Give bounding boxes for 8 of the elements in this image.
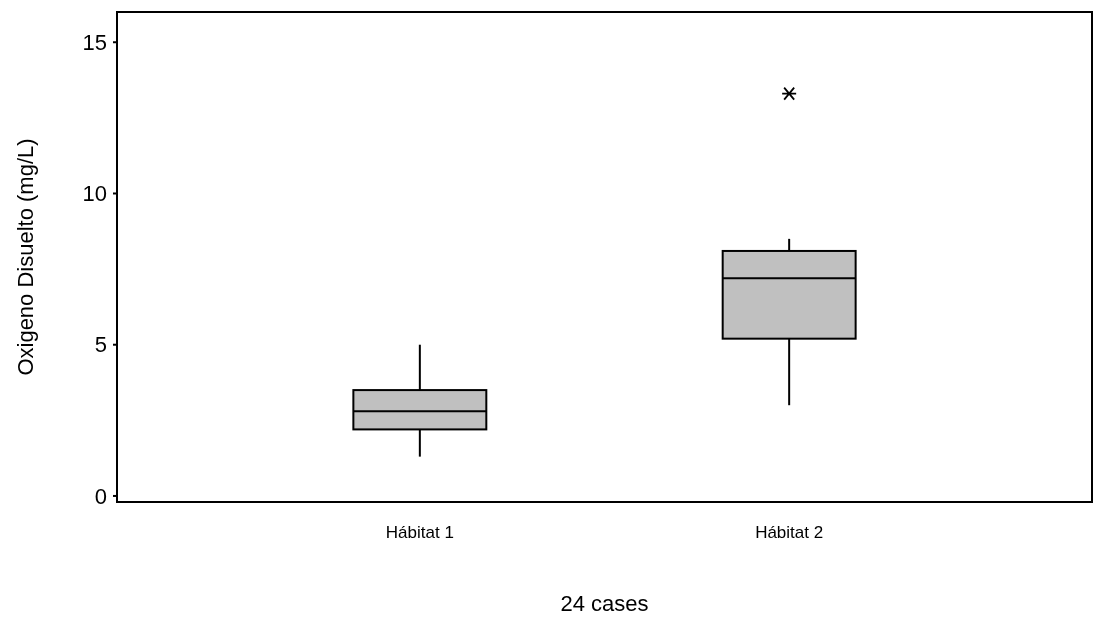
x-tick-label: Hábitat 1 <box>385 522 454 542</box>
y-axis-title: Oxigeno Disuelto (mg/L) <box>12 138 38 376</box>
y-tick-label: 5 <box>94 332 107 358</box>
y-tick-label: 10 <box>82 181 107 207</box>
x-tick-label: Hábitat 2 <box>755 522 824 542</box>
x-axis-title: 24 cases <box>560 590 649 616</box>
y-tick-label: 15 <box>82 29 107 55</box>
y-tick-label: 0 <box>94 483 107 509</box>
